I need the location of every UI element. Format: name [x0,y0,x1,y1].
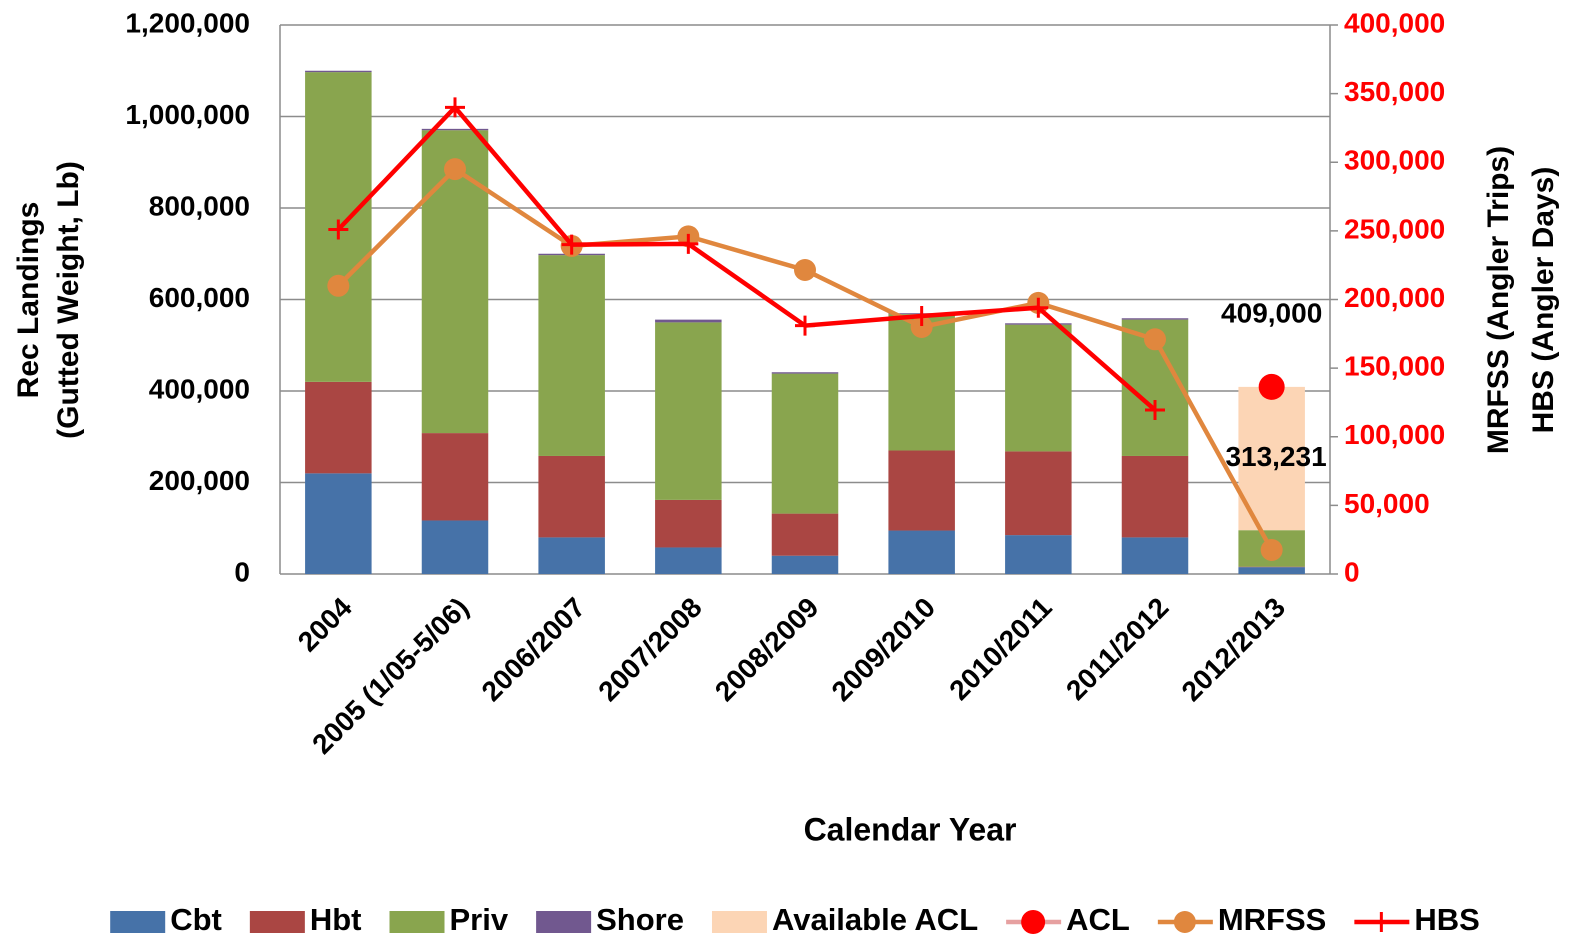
line-marker [1144,328,1166,351]
bar-segment [1005,451,1072,536]
y2-tick-label: 0 [1344,556,1360,587]
bar-segment [1238,567,1305,574]
line-marker [910,315,933,338]
legend-swatch [1021,910,1046,934]
y2-tick-label: 300,000 [1344,145,1445,176]
bar-segment [655,322,722,500]
line-marker [327,274,350,297]
y2-axis-title: MRFSS (Angler Trips) [1482,146,1515,454]
x-axis-title: Calendar Year [804,811,1017,847]
data-label: 313,231 [1225,441,1326,472]
y-tick-label: 400,000 [149,373,250,404]
legend-label: Hbt [310,902,362,937]
bar-segment [771,372,839,374]
acl-marker [1258,373,1285,400]
legend-swatch [389,911,445,933]
x-tick-label: 2007/2008 [592,592,708,708]
y2-tick-label: 150,000 [1344,351,1445,382]
x-tick-label: 2008/2009 [709,592,825,708]
line-marker [678,233,699,254]
x-tick-label: 2004 [292,591,358,657]
bar-segment [655,547,722,574]
line-marker [328,219,349,240]
bar-segment [1005,323,1072,325]
y-tick-label: 1,200,000 [125,7,250,38]
y-tick-label: 0 [234,556,250,587]
line-marker [1028,297,1049,318]
y2-tick-label: 250,000 [1344,213,1445,244]
line-marker [561,234,582,255]
bar-segment [305,381,372,474]
bar-segment [1121,537,1189,574]
bar-segment [421,520,489,574]
x-tick-label: 2012/2013 [1176,592,1292,708]
bar-segment [538,537,605,574]
y-axis-title: (Gutted Weight, Lb) [52,161,85,439]
bar-segment [888,530,955,574]
legend-label: Cbt [170,902,222,937]
legend-swatch [536,911,592,933]
bar-segment [771,555,839,574]
legend: Cbt Hbt Priv Shore Available ACL ACL MRFSS HBS [110,902,1480,937]
y-axis-title: Rec Landings [12,202,45,399]
bar-segment [771,513,839,556]
bar-segment [538,455,605,538]
legend-swatch [1173,911,1196,933]
legend-label: Available ACL [772,902,978,937]
y-tick-label: 800,000 [149,190,250,221]
legend-label: Shore [596,902,684,937]
bar-segment [1121,455,1189,538]
y-tick-label: 1,000,000 [125,99,250,130]
y-tick-label: 200,000 [149,465,250,496]
legend-label: Priv [450,902,509,937]
bar-segment [538,255,605,456]
legend-swatch [110,911,166,933]
bar-segment [421,128,489,131]
legend-swatch [711,911,767,933]
legend-label: HBS [1414,902,1479,937]
line-marker [911,305,932,326]
x-tick-label: 2006/2007 [476,592,592,708]
x-tick-label: 2011/2012 [1060,592,1174,706]
bar-segment [655,499,722,548]
y-tick-label: 600,000 [149,282,250,313]
series-line [336,103,1157,412]
data-label: 409,000 [1221,297,1322,328]
bar-segment [655,319,722,323]
legend-label: ACL [1066,902,1130,937]
bar-segment [771,373,839,514]
line-marker [795,315,815,336]
y2-tick-label: 200,000 [1344,282,1445,313]
line-marker [1145,399,1165,420]
bar-segment [305,473,372,574]
bar-segment [1005,535,1072,574]
bar-segment [421,433,489,521]
line-marker [1260,538,1283,561]
y2-tick-label: 400,000 [1344,7,1445,38]
bar-segment [305,70,372,73]
line-marker [794,258,816,281]
y2-tick-label: 100,000 [1344,419,1445,450]
x-tick-label: 2009/2010 [826,592,942,708]
y2-tick-label: 350,000 [1344,76,1445,107]
bar-segment [1121,318,1189,320]
line-marker [445,97,465,118]
legend-label: MRFSS [1218,902,1327,937]
bar-segment [421,130,489,434]
x-tick-label: 2010/2011 [943,592,1057,706]
bar-segment [888,450,955,531]
y2-axis-title: HBS (Angler Days) [1527,167,1560,434]
legend-swatch [249,911,305,933]
y2-tick-label: 50,000 [1344,488,1430,519]
legend-swatch [1371,912,1392,932]
bar-segment [1005,324,1072,452]
line-marker [444,158,466,181]
